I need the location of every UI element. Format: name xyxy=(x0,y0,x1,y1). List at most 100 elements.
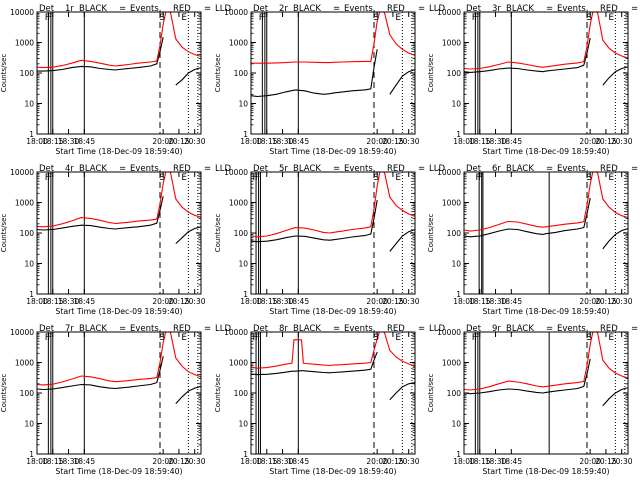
chart-title-word: = xyxy=(546,164,553,174)
y-tick-label: 100 xyxy=(20,69,35,78)
x-tick-label: 18:45 xyxy=(500,297,522,306)
y-tick-label: 1 xyxy=(456,290,461,299)
chart-title-word: = xyxy=(418,4,425,14)
x-tick-label: 18:15 xyxy=(469,457,491,466)
x-tick-label: 18:15 xyxy=(256,297,278,306)
lld-series-line xyxy=(251,172,415,238)
chart-title-word: Events, xyxy=(557,324,588,334)
x-tick-label: 18:00 xyxy=(240,457,262,466)
chart-title-word: RED xyxy=(600,324,618,334)
chart-panel-4: Det 4r BLACK = Events, RED = LLD 1 10 100 1000 10000… xyxy=(0,164,231,316)
chart-title-word: Events, xyxy=(130,324,161,334)
chart-title-word: = xyxy=(546,324,553,334)
chart-title-word: BLACK xyxy=(506,164,534,174)
y-tick-label: 100 xyxy=(447,389,462,398)
events-series-line xyxy=(464,358,628,407)
lld-series-line xyxy=(251,332,415,369)
y-tick-label: 10 xyxy=(24,420,34,429)
chart-title-word: LLD xyxy=(429,324,445,334)
x-tick-label: 20:00 xyxy=(366,457,388,466)
y-tick-label: 1000 xyxy=(15,39,34,48)
events-series-line xyxy=(251,200,415,252)
y-tick-label: 100 xyxy=(447,229,462,238)
y-tick-label: 10000 xyxy=(10,328,34,337)
chart-title-word: LLD xyxy=(429,4,445,14)
flag-marker: F xyxy=(45,13,50,23)
x-tick-label: 20:00 xyxy=(366,137,388,146)
flag-marker: S xyxy=(586,333,592,343)
chart-title-word: 7r xyxy=(65,324,74,334)
x-tick-label: 20:00 xyxy=(152,457,174,466)
y-tick-label: 10000 xyxy=(224,328,248,337)
chart-title-word: RED xyxy=(387,4,405,14)
chart-title-word: Det xyxy=(253,4,269,14)
flag-marker: S xyxy=(373,173,379,183)
chart-title-word: = xyxy=(333,4,340,14)
x-tick-label: 18:15 xyxy=(42,457,64,466)
flag-marker: S xyxy=(159,333,165,343)
chart-title-word: BLACK xyxy=(293,4,321,14)
chart-title-word: Events, xyxy=(344,324,375,334)
x-tick-label: 18:15 xyxy=(469,137,491,146)
flag-marker: F xyxy=(478,173,483,183)
y-tick-label: 100 xyxy=(234,69,249,78)
chart-title-word: 2r xyxy=(279,4,288,14)
chart-title-word: BLACK xyxy=(293,324,321,334)
y-tick-label: 10000 xyxy=(437,168,461,177)
chart-title-word: = xyxy=(631,164,638,174)
flag-marker: S xyxy=(159,173,165,183)
chart-panel-2: Det 2r BLACK = Events, RED = LLD 1 10 100 1000 10000… xyxy=(214,4,445,156)
plot-frame xyxy=(36,11,202,135)
y-tick-label: 1 xyxy=(29,450,34,459)
flag-marker: F xyxy=(255,173,260,183)
x-axis-label: Start Time (18-Dec-09 18:59:40) xyxy=(482,467,609,476)
plot-frame xyxy=(250,11,416,135)
flag-marker: F xyxy=(45,333,50,343)
lld-series-line xyxy=(37,332,201,386)
plot-area: FF S E xyxy=(37,332,201,454)
x-tick-label: 18:30 xyxy=(485,297,507,306)
x-tick-label: 20:15 xyxy=(382,137,404,146)
x-tick-label: 18:00 xyxy=(240,137,262,146)
lld-series-line xyxy=(464,172,628,232)
x-tick-label: 18:45 xyxy=(287,297,309,306)
chart-title-word: BLACK xyxy=(293,164,321,174)
chart-title-word: RED xyxy=(387,164,405,174)
chart-panel-5: Det 5r BLACK = Events, RED = LLD 1 10 100 1000 10000… xyxy=(214,164,445,316)
x-tick-label: 18:30 xyxy=(272,137,294,146)
x-tick-label: 20:30 xyxy=(398,297,420,306)
chart-title-word: = xyxy=(333,164,340,174)
x-tick-label: 20:00 xyxy=(152,297,174,306)
x-tick-label: 20:30 xyxy=(398,457,420,466)
flag-marker: F xyxy=(261,13,266,23)
x-tick-label: 18:45 xyxy=(287,457,309,466)
events-series-line xyxy=(37,196,201,245)
chart-title-word: LLD xyxy=(429,164,445,174)
x-tick-label: 18:45 xyxy=(73,137,95,146)
chart-title-word: LLD xyxy=(215,164,231,174)
y-tick-label: 10 xyxy=(24,100,34,109)
x-tick-label: 20:15 xyxy=(595,137,617,146)
plot-area: FF S E xyxy=(464,332,628,454)
chart-title-word: = xyxy=(119,164,126,174)
y-tick-label: 1 xyxy=(456,130,461,139)
y-tick-label: 100 xyxy=(234,389,249,398)
chart-title-word: = xyxy=(119,4,126,14)
lld-series-line xyxy=(251,12,415,64)
chart-panel-6: Det 6r BLACK = Events, RED = LLD 1 10 100 1000 10000… xyxy=(427,164,638,316)
x-tick-label: 20:00 xyxy=(579,457,601,466)
chart-title-word: RED xyxy=(173,324,191,334)
x-tick-label: 20:00 xyxy=(152,137,174,146)
events-series-line xyxy=(464,197,628,250)
y-axis-label: Counts/sec xyxy=(0,374,8,413)
chart-title-word: RED xyxy=(173,164,191,174)
y-axis-label: Counts/sec xyxy=(214,214,222,253)
x-tick-label: 18:30 xyxy=(58,457,80,466)
x-tick-label: 20:15 xyxy=(595,457,617,466)
chart-title-word: RED xyxy=(173,4,191,14)
x-tick-label: 20:00 xyxy=(579,137,601,146)
plot-frame xyxy=(36,331,202,455)
y-tick-label: 1000 xyxy=(229,199,248,208)
y-tick-label: 10 xyxy=(451,100,461,109)
y-axis-label: Counts/sec xyxy=(214,374,222,413)
